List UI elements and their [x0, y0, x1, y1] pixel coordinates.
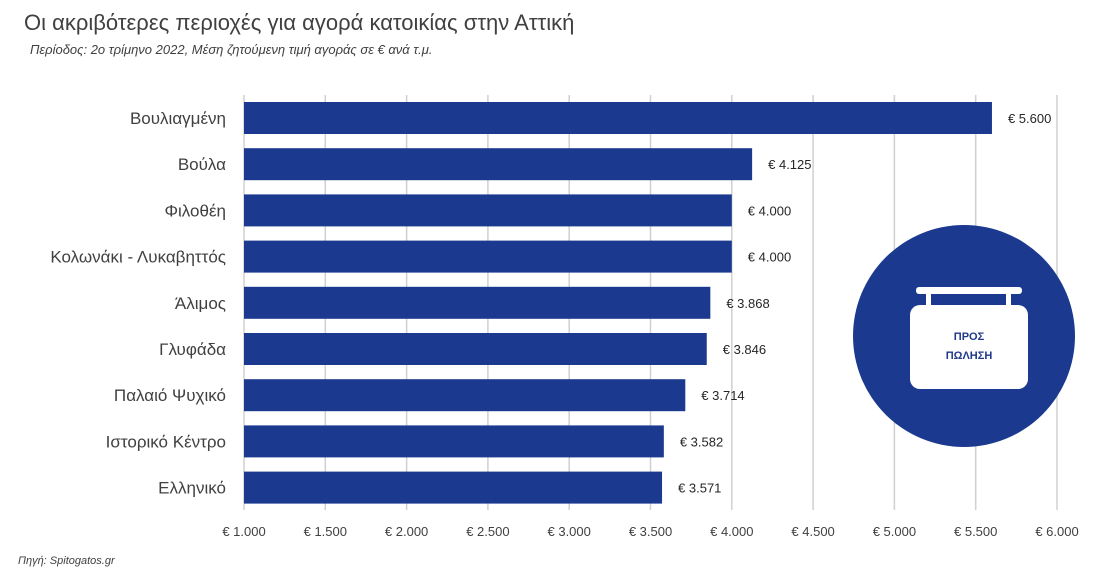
- category-label: Γλυφάδα: [159, 340, 226, 359]
- x-tick-label: € 4.500: [791, 524, 834, 539]
- bar: [244, 286, 711, 319]
- category-label: Άλιμος: [175, 294, 226, 313]
- bars: [244, 102, 992, 504]
- bar: [244, 148, 753, 181]
- category-label: Βουλιαγμένη: [130, 109, 226, 128]
- x-tick-label: € 5.500: [954, 524, 997, 539]
- sign-bar: [916, 287, 1022, 294]
- category-labels: Βουλιαγμένη Βούλα Φιλοθέη Κολωνάκι - Λυκαβη…: [50, 109, 226, 498]
- chart-subtitle: Περίοδος: 2ο τρίμηνο 2022, Μέση ζητούμεν…: [30, 42, 433, 57]
- chart-title: Οι ακριβότερες περιοχές για αγορά κατοικ…: [24, 10, 575, 35]
- badge-line1: ΠΡΟΣ: [954, 331, 985, 343]
- x-tick-label: € 6.000: [1035, 524, 1078, 539]
- bar: [244, 194, 732, 227]
- x-tick-label: € 4.000: [710, 524, 753, 539]
- data-label: € 3.582: [680, 434, 723, 449]
- data-label: € 4.000: [748, 203, 791, 218]
- data-label: € 3.714: [701, 388, 744, 403]
- x-tick-label: € 5.000: [873, 524, 916, 539]
- source-note: Πηγή: Spitogatos.gr: [18, 555, 115, 567]
- sign-board: [910, 305, 1028, 389]
- category-label: Κολωνάκι - Λυκαβηττός: [50, 248, 226, 267]
- category-label: Ελληνικό: [158, 479, 226, 498]
- data-label: € 4.125: [768, 157, 811, 172]
- sign-post-right: [1006, 292, 1011, 308]
- badge-line2: ΠΩΛΗΣΗ: [946, 350, 993, 362]
- bar: [244, 471, 663, 504]
- bar: [244, 379, 686, 412]
- data-label: € 4.000: [748, 250, 791, 265]
- data-label: € 3.868: [726, 296, 769, 311]
- bar: [244, 240, 732, 273]
- bar: [244, 333, 707, 365]
- category-label: Βούλα: [178, 155, 226, 174]
- category-label: Ιστορικό Κέντρο: [106, 432, 226, 451]
- category-label: Φιλοθέη: [164, 201, 226, 220]
- x-tick-label: € 3.000: [548, 524, 591, 539]
- x-axis-tick-labels: € 1.000 € 1.500 € 2.000 € 2.500 € 3.000 € 3.5…: [222, 524, 1078, 539]
- x-tick-label: € 3.500: [629, 524, 672, 539]
- data-labels: € 5.600 € 4.125 € 4.000 € 4.000 € 3.868 € 3.8…: [678, 111, 1051, 496]
- for-sale-sign-icon: ΠΡΟΣ ΠΩΛΗΣΗ: [910, 287, 1028, 389]
- category-label: Παλαιό Ψυχικό: [114, 386, 226, 405]
- bar: [244, 102, 992, 134]
- data-label: € 3.571: [678, 481, 721, 496]
- for-sale-badge: ΠΡΟΣ ΠΩΛΗΣΗ: [853, 225, 1075, 447]
- x-tick-label: € 1.500: [304, 524, 347, 539]
- x-tick-label: € 2.500: [466, 524, 509, 539]
- x-tick-label: € 2.000: [385, 524, 428, 539]
- x-tick-label: € 1.000: [222, 524, 265, 539]
- sign-post-left: [926, 292, 931, 308]
- data-label: € 3.846: [723, 342, 766, 357]
- data-label: € 5.600: [1008, 111, 1051, 126]
- bar: [244, 425, 664, 458]
